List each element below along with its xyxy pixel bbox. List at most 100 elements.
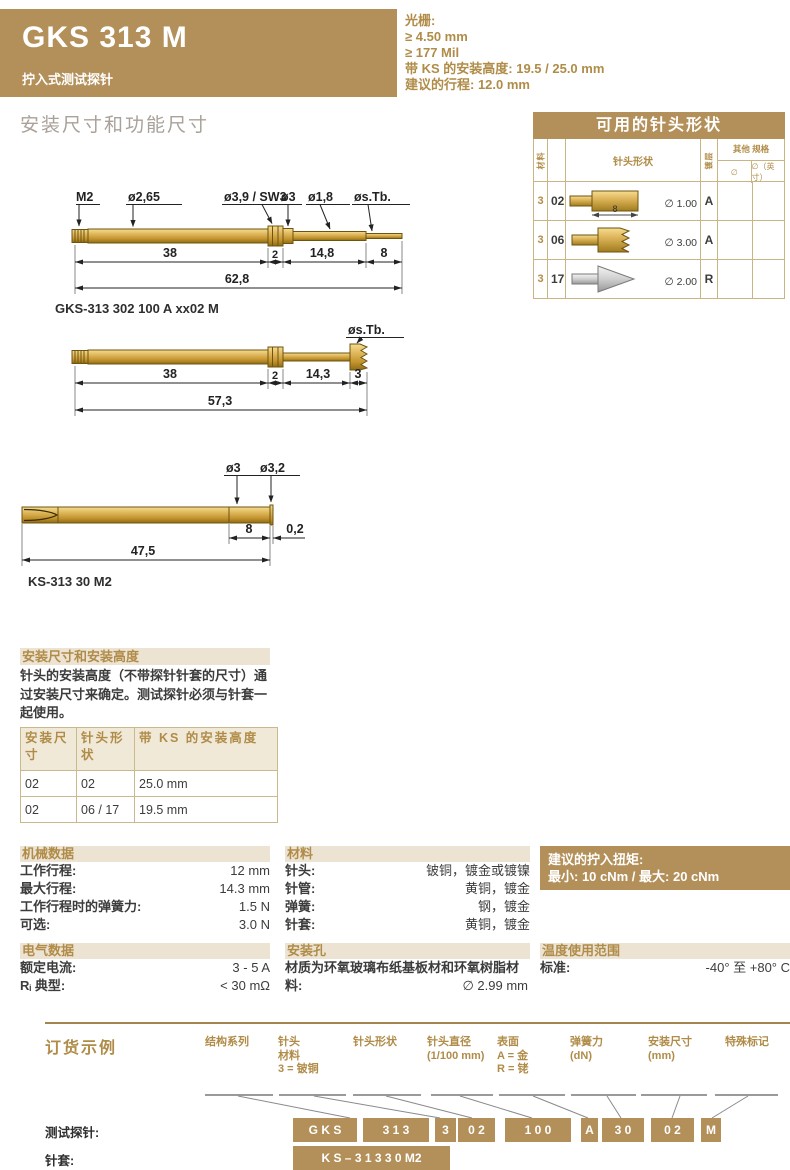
data-row: 可选: 3.0 N <box>20 917 270 932</box>
svg-text:ø3: ø3 <box>281 190 296 204</box>
col-header-dia: ∅ <box>718 161 752 183</box>
tip-diameter: ∅ 1.00 <box>664 198 698 210</box>
drawing3-caption: KS-313 30 M2 <box>28 574 112 589</box>
svg-text:38: 38 <box>163 246 177 260</box>
spec-line: 带 KS 的安装高度: 19.5 / 25.0 mm <box>405 61 605 76</box>
crown-tip-icon <box>571 227 631 253</box>
head-shapes-title: 可用的针头形状 <box>533 112 785 139</box>
drawing-probe-gks: M2 ø2,65 ø3,9 / SW3 ø3 ø1,8 øs.Tb. 38 2 … <box>71 190 410 294</box>
section-title-dimensions: 安装尺寸和功能尺寸 <box>20 115 210 136</box>
col-header-plating: 镀层 <box>701 139 718 182</box>
svg-text:57,3: 57,3 <box>208 394 232 408</box>
spec-line: ≥ 4.50 mm <box>405 29 468 44</box>
electrical-section: 电气数据 额定电流: 3 - 5 A Rᵢ 典型: < 30 mΩ <box>20 943 270 995</box>
data-row: 弹簧: 钢，镀金 <box>285 899 530 914</box>
svg-text:62,8: 62,8 <box>225 272 249 286</box>
col-header-shape: 针头形状 <box>566 139 701 182</box>
svg-text:2: 2 <box>272 249 278 261</box>
svg-text:M2: M2 <box>76 190 93 204</box>
mechanical-section: 机械数据 工作行程: 12 mm 最大行程: 14.3 mm 工作行程时的弹簧力: 1… <box>20 846 270 934</box>
row-shape-image-crown: ∅ 3.00 <box>566 221 701 260</box>
probe-row-label: 测试探针: <box>45 1126 100 1140</box>
ordering-col-special-mark: 特殊标记 <box>725 1036 769 1048</box>
row-plating: R <box>701 260 718 298</box>
col-header-material: 材料 <box>534 139 548 182</box>
svg-text:47,5: 47,5 <box>131 544 155 558</box>
spec-line: ≥ 177 Mil <box>405 45 460 60</box>
drawing-probe-crown: øs.Tb. 38 2 14,3 3 57,3 <box>71 323 404 416</box>
part-code-box: 0 2 <box>651 1118 694 1142</box>
row-material: 3 <box>534 260 548 298</box>
part-code-box: 0 2 <box>458 1118 495 1142</box>
material-section: 材料 针头: 铍铜，镀金或镀镍 针管: 黄铜，镀金 弹簧: 钢，镀金 针套: 黄铜，镀金 <box>285 846 530 934</box>
data-row: 针头: 铍铜，镀金或镀镍 <box>285 863 530 878</box>
svg-text:8: 8 <box>612 204 617 214</box>
ordering-ref-line <box>571 1094 636 1096</box>
svg-text:ø3: ø3 <box>226 461 241 475</box>
svg-text:ø2,65: ø2,65 <box>128 190 160 204</box>
svg-text:8: 8 <box>246 522 253 536</box>
col-header-other-specs: 其他 规格 ∅ ∅（英寸） <box>718 139 784 183</box>
head-shapes-grid: 材料 针头形状 镀层 其他 规格 ∅ ∅（英寸） 3 02 8 <box>533 139 785 299</box>
page-subtitle: 拧入式测试探针 <box>22 72 114 87</box>
temperature-title: 温度使用范围 <box>540 943 790 959</box>
ordering-ref-line <box>641 1094 707 1096</box>
part-code-box: G K S <box>293 1118 357 1142</box>
data-row: 标准: -40° 至 +80° C <box>540 960 790 975</box>
data-row: 针管: 黄铜，镀金 <box>285 881 530 896</box>
drawing-receptacle-ks: ø3 ø3,2 8 0,2 47,5 <box>21 461 305 566</box>
header-specs: 光栅: ≥ 4.50 mm ≥ 177 Mil 带 KS 的安装高度: 19.5… <box>405 13 785 93</box>
spec-line: 光栅: <box>405 13 436 28</box>
row-material: 3 <box>534 182 548 221</box>
page-title: GKS 313 M <box>22 21 188 54</box>
part-code-box: M <box>701 1118 721 1142</box>
ordering-ref-line <box>499 1094 565 1096</box>
spec-line: 建议的行程: 12.0 mm <box>405 77 530 92</box>
cone-tip-icon <box>571 265 636 293</box>
electrical-title: 电气数据 <box>20 943 270 959</box>
hole-title: 安装孔 <box>285 943 530 959</box>
material-title: 材料 <box>285 846 530 862</box>
svg-text:38: 38 <box>163 367 177 381</box>
ordering-ref-line <box>279 1094 346 1096</box>
tip-diameter: ∅ 3.00 <box>664 237 698 249</box>
svg-text:øs.Tb.: øs.Tb. <box>348 323 385 337</box>
part-code-box: A <box>581 1118 598 1142</box>
ordering-ref-line <box>205 1094 273 1096</box>
ordering-col-mounting-size: 安装尺寸 (mm) <box>648 1036 692 1062</box>
ordering-connector-lines <box>237 1095 749 1119</box>
tip-diameter: ∅ 2.00 <box>664 276 698 288</box>
hole-diameter: ∅ 2.99 mm <box>462 978 528 993</box>
part-code-box: 3 1 3 <box>363 1118 429 1142</box>
plunger-tip-icon: 8 <box>569 190 639 218</box>
col-header-dia-inch: ∅（英寸） <box>751 162 775 182</box>
row-code: 17 <box>548 260 566 298</box>
row-shape-image-plunger: 8 ∅ 1.00 <box>566 182 701 221</box>
col-header-empty <box>548 139 566 182</box>
temperature-section: 温度使用范围 标准: -40° 至 +80° C <box>540 943 790 977</box>
row-plating: A <box>701 221 718 260</box>
ordering-col-tip-material: 针头 材料 3 = 铍铜 <box>278 1036 319 1075</box>
data-row: Rᵢ 典型: < 30 mΩ <box>20 978 270 993</box>
mounting-table: 安装尺寸 针头形状 带 KS 的安装高度 02 02 25.0 mm 02 06… <box>20 727 278 823</box>
svg-text:øs.Tb.: øs.Tb. <box>354 190 391 204</box>
ordering-col-tip-diameter: 针头直径 (1/100 mm) <box>427 1036 485 1062</box>
data-row: 针套: 黄铜，镀金 <box>285 917 530 932</box>
svg-text:14,8: 14,8 <box>310 246 334 260</box>
part-code-box: 1 0 0 <box>505 1118 571 1142</box>
mounting-col-shape: 针头形状 <box>76 727 135 771</box>
hole-section: 安装孔 材质为环氧玻璃布纸基板材和环氧树脂材料: ∅ 2.99 mm <box>285 943 530 995</box>
drawing1-caption: GKS-313 302 100 A xx02 M <box>55 301 219 316</box>
data-row: 工作行程时的弹簧力: 1.5 N <box>20 899 270 914</box>
row-code: 06 <box>548 221 566 260</box>
mounting-section-title: 安装尺寸和安装高度 <box>20 648 270 665</box>
hole-spec: 材质为环氧玻璃布纸基板材和环氧树脂材料: ∅ 2.99 mm <box>285 960 528 993</box>
table-row: 02 02 25.0 mm <box>20 770 278 797</box>
data-row: 额定电流: 3 - 5 A <box>20 960 270 975</box>
svg-text:ø3,2: ø3,2 <box>260 461 285 475</box>
table-row: 02 06 / 17 19.5 mm <box>20 796 278 823</box>
ordering-ref-line <box>715 1094 778 1096</box>
data-row: 最大行程: 14.3 mm <box>20 881 270 896</box>
